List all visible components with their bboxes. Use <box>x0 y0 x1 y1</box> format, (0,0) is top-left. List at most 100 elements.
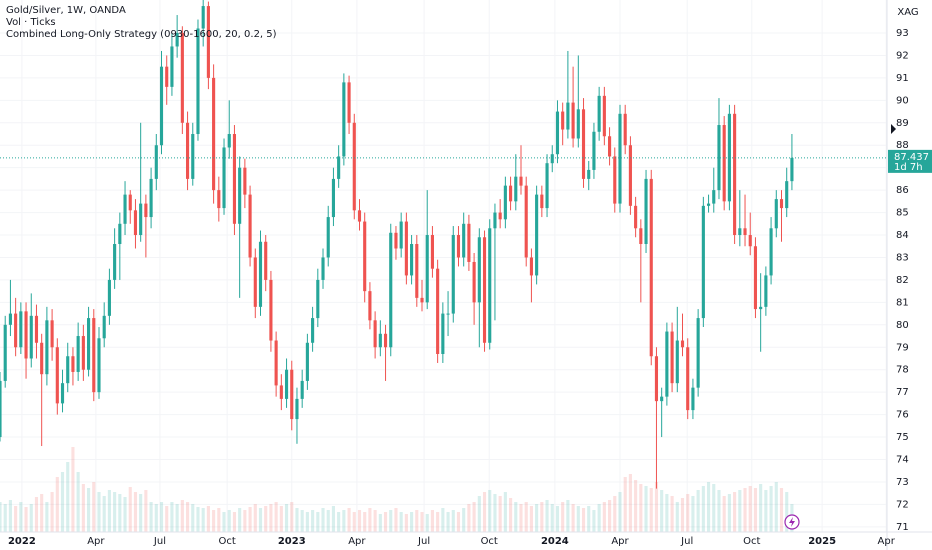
volume-bar <box>654 482 659 532</box>
volume-bar <box>3 504 7 532</box>
candle-body <box>311 318 315 343</box>
candle-body <box>159 66 164 146</box>
x-tick-label: Jul <box>153 536 166 547</box>
candle-body <box>592 131 596 170</box>
candle-body <box>436 268 440 354</box>
volume-bar <box>352 512 356 532</box>
volume-bar <box>227 510 231 532</box>
candle-body <box>19 311 23 348</box>
volume-bar <box>196 507 200 532</box>
y-tick-label: 85 <box>896 208 909 219</box>
y-tick-label: 72 <box>896 499 909 510</box>
candle-body <box>128 194 132 211</box>
volume-bar <box>232 512 237 532</box>
candle-body <box>456 235 461 258</box>
volume-bar <box>451 510 455 532</box>
candle-body <box>212 77 216 191</box>
candle-body <box>232 134 237 224</box>
candle-body <box>269 279 273 341</box>
candle-body <box>92 318 96 393</box>
volume-bar <box>482 492 487 532</box>
volume-bar <box>14 506 18 532</box>
volume-bar <box>331 506 336 532</box>
candle-body <box>498 212 502 220</box>
y-tick-label: 91 <box>896 73 909 84</box>
volume-bar <box>305 512 309 532</box>
y-tick-label: 77 <box>896 387 909 398</box>
candle-body <box>399 221 403 249</box>
volume-bar <box>394 508 398 532</box>
volume-bar <box>274 502 278 532</box>
candle-body <box>149 178 153 218</box>
volume-bar <box>399 512 403 532</box>
volume-bar <box>149 502 153 532</box>
volume-bar <box>545 500 549 532</box>
volume-bar <box>535 504 539 532</box>
candle-body <box>50 320 54 348</box>
volume-bar <box>29 504 33 532</box>
x-tick-label: Apr <box>348 536 366 547</box>
volume-bar <box>368 508 372 532</box>
candle-body <box>295 398 299 420</box>
candle-body <box>654 356 659 402</box>
candle-body <box>165 66 169 87</box>
volume-bar <box>738 490 742 532</box>
candle-body <box>133 210 138 236</box>
indicator-label: Combined Long-Only Strategy (0930-1600, … <box>6 29 277 40</box>
candle-body <box>441 313 445 354</box>
candle-body <box>425 235 429 303</box>
candle-body <box>639 228 643 245</box>
volume-bar <box>769 486 773 532</box>
last-price-badge <box>888 149 932 173</box>
volume-bar <box>618 492 622 532</box>
candle-body <box>404 221 408 276</box>
candle-body <box>524 185 528 258</box>
legend: Gold/Silver, 1W, OANDA Vol · Ticks Combi… <box>6 5 277 40</box>
volume-bar <box>670 496 674 532</box>
volume-bar <box>87 488 91 532</box>
x-tick-label: 2022 <box>8 536 36 547</box>
indicator-label: Vol · Ticks <box>6 17 56 28</box>
volume-bar <box>253 504 257 532</box>
candle-body <box>430 235 434 269</box>
volume-bar <box>425 514 429 532</box>
candle-body <box>477 237 481 303</box>
volume-bar <box>462 508 466 532</box>
volume-bar <box>550 504 554 532</box>
volume-bar <box>561 502 565 532</box>
volume-bar <box>686 494 690 532</box>
volume-bar <box>0 502 2 532</box>
candle-body <box>535 194 539 276</box>
candle-body <box>217 190 221 209</box>
volume-bar <box>472 502 476 532</box>
candle-body <box>597 95 601 132</box>
y-tick-label: 73 <box>896 477 909 488</box>
candle-body <box>300 380 304 399</box>
candle-body <box>40 342 44 375</box>
volume-bar <box>102 496 106 532</box>
candle-body <box>561 111 565 130</box>
volume-bar <box>410 512 414 532</box>
volume-bar <box>107 490 111 532</box>
volume-bar <box>488 490 492 532</box>
scroll-marker <box>891 124 896 134</box>
volume-bar <box>24 507 28 532</box>
candle-body <box>514 176 518 202</box>
volume-bar <box>623 477 627 532</box>
volume-bar <box>337 512 341 532</box>
x-tick-label: Oct <box>743 536 760 547</box>
candle-body <box>628 145 632 206</box>
volume-bar <box>71 447 75 532</box>
replay-icon[interactable] <box>784 514 800 530</box>
volume-bar <box>133 492 138 532</box>
volume-bar <box>144 490 148 532</box>
candle-body <box>284 369 289 399</box>
candle-body <box>290 369 294 420</box>
candle-body <box>227 134 231 148</box>
candle-body <box>342 82 346 157</box>
x-tick-label: Apr <box>87 536 105 547</box>
candle-body <box>81 336 85 370</box>
volume-bar <box>55 477 59 532</box>
candle-body <box>712 190 716 204</box>
